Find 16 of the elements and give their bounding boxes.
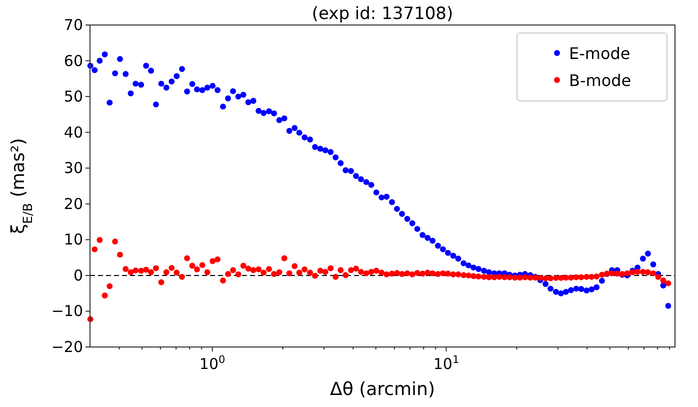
y-tick-label: 40 <box>64 123 83 142</box>
y-tick-label: 50 <box>64 88 83 106</box>
x-tick-label: 10$^{1}$ <box>433 354 460 373</box>
legend-label: B-mode <box>569 71 632 90</box>
y-tick-label: −10 <box>51 302 83 320</box>
chart-title: (exp id: 137108) <box>312 4 454 24</box>
y-tick-label: 30 <box>64 159 83 178</box>
y-tick-label: 60 <box>64 52 83 70</box>
x-tick-label: 10$^{0}$ <box>199 354 226 373</box>
y-tick-label: 10 <box>64 230 83 249</box>
legend-label: E-mode <box>569 44 630 63</box>
y-tick-label: 70 <box>64 16 83 34</box>
y-tick-label: 20 <box>64 194 83 213</box>
x-axis-title: Δθ (arcmin) <box>330 379 435 400</box>
y-tick-label: −20 <box>51 338 83 356</box>
y-tick-label: 0 <box>73 266 83 284</box>
